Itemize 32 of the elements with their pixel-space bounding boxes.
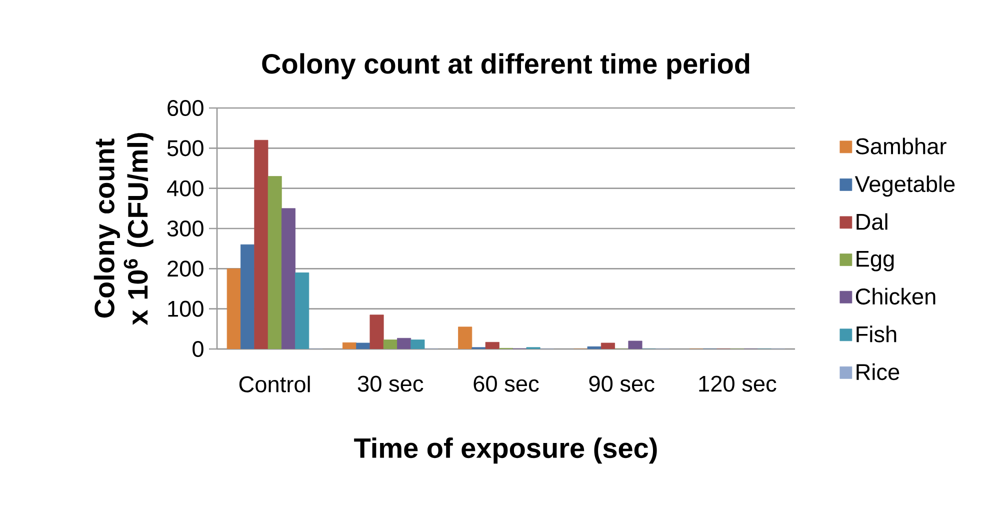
y-tick-label: 0 — [192, 340, 204, 358]
bar — [458, 326, 472, 350]
x-tick-label: 60 sec — [474, 376, 539, 392]
x-axis-title: Time of exposure (sec) — [354, 438, 657, 464]
bar — [587, 346, 602, 350]
y-tick-label: 600 — [168, 100, 204, 116]
bar — [240, 244, 255, 350]
legend-label: Dal — [856, 213, 888, 230]
bar — [226, 268, 241, 350]
y-tick-label: 200 — [168, 260, 204, 277]
y-tick-label: 400 — [167, 180, 204, 196]
bar — [295, 272, 310, 350]
legend-label: Rice — [856, 363, 900, 380]
legend-label: Egg — [856, 250, 894, 272]
legend-label: Chicken — [856, 288, 936, 305]
legend-label: Sambhar — [856, 138, 946, 154]
y-tick-label: 300 — [167, 220, 204, 237]
y-tick-label: 100 — [168, 300, 204, 317]
bar — [281, 208, 296, 350]
x-tick-label: 120 sec — [699, 376, 776, 392]
x-tick-label: 30 sec — [358, 376, 424, 392]
legend-label: Fish — [856, 326, 896, 342]
bar — [628, 340, 642, 350]
x-tick-label: Control — [239, 376, 310, 392]
x-tick-label: 90 sec — [589, 376, 654, 392]
legend-label: Vegetable — [854, 175, 955, 197]
bar — [342, 342, 357, 350]
bar — [410, 340, 425, 350]
chart-title: Colony count at different time period — [262, 53, 750, 80]
y-tick-label: 500 — [167, 140, 204, 156]
bar — [356, 342, 370, 350]
bar — [397, 338, 412, 350]
